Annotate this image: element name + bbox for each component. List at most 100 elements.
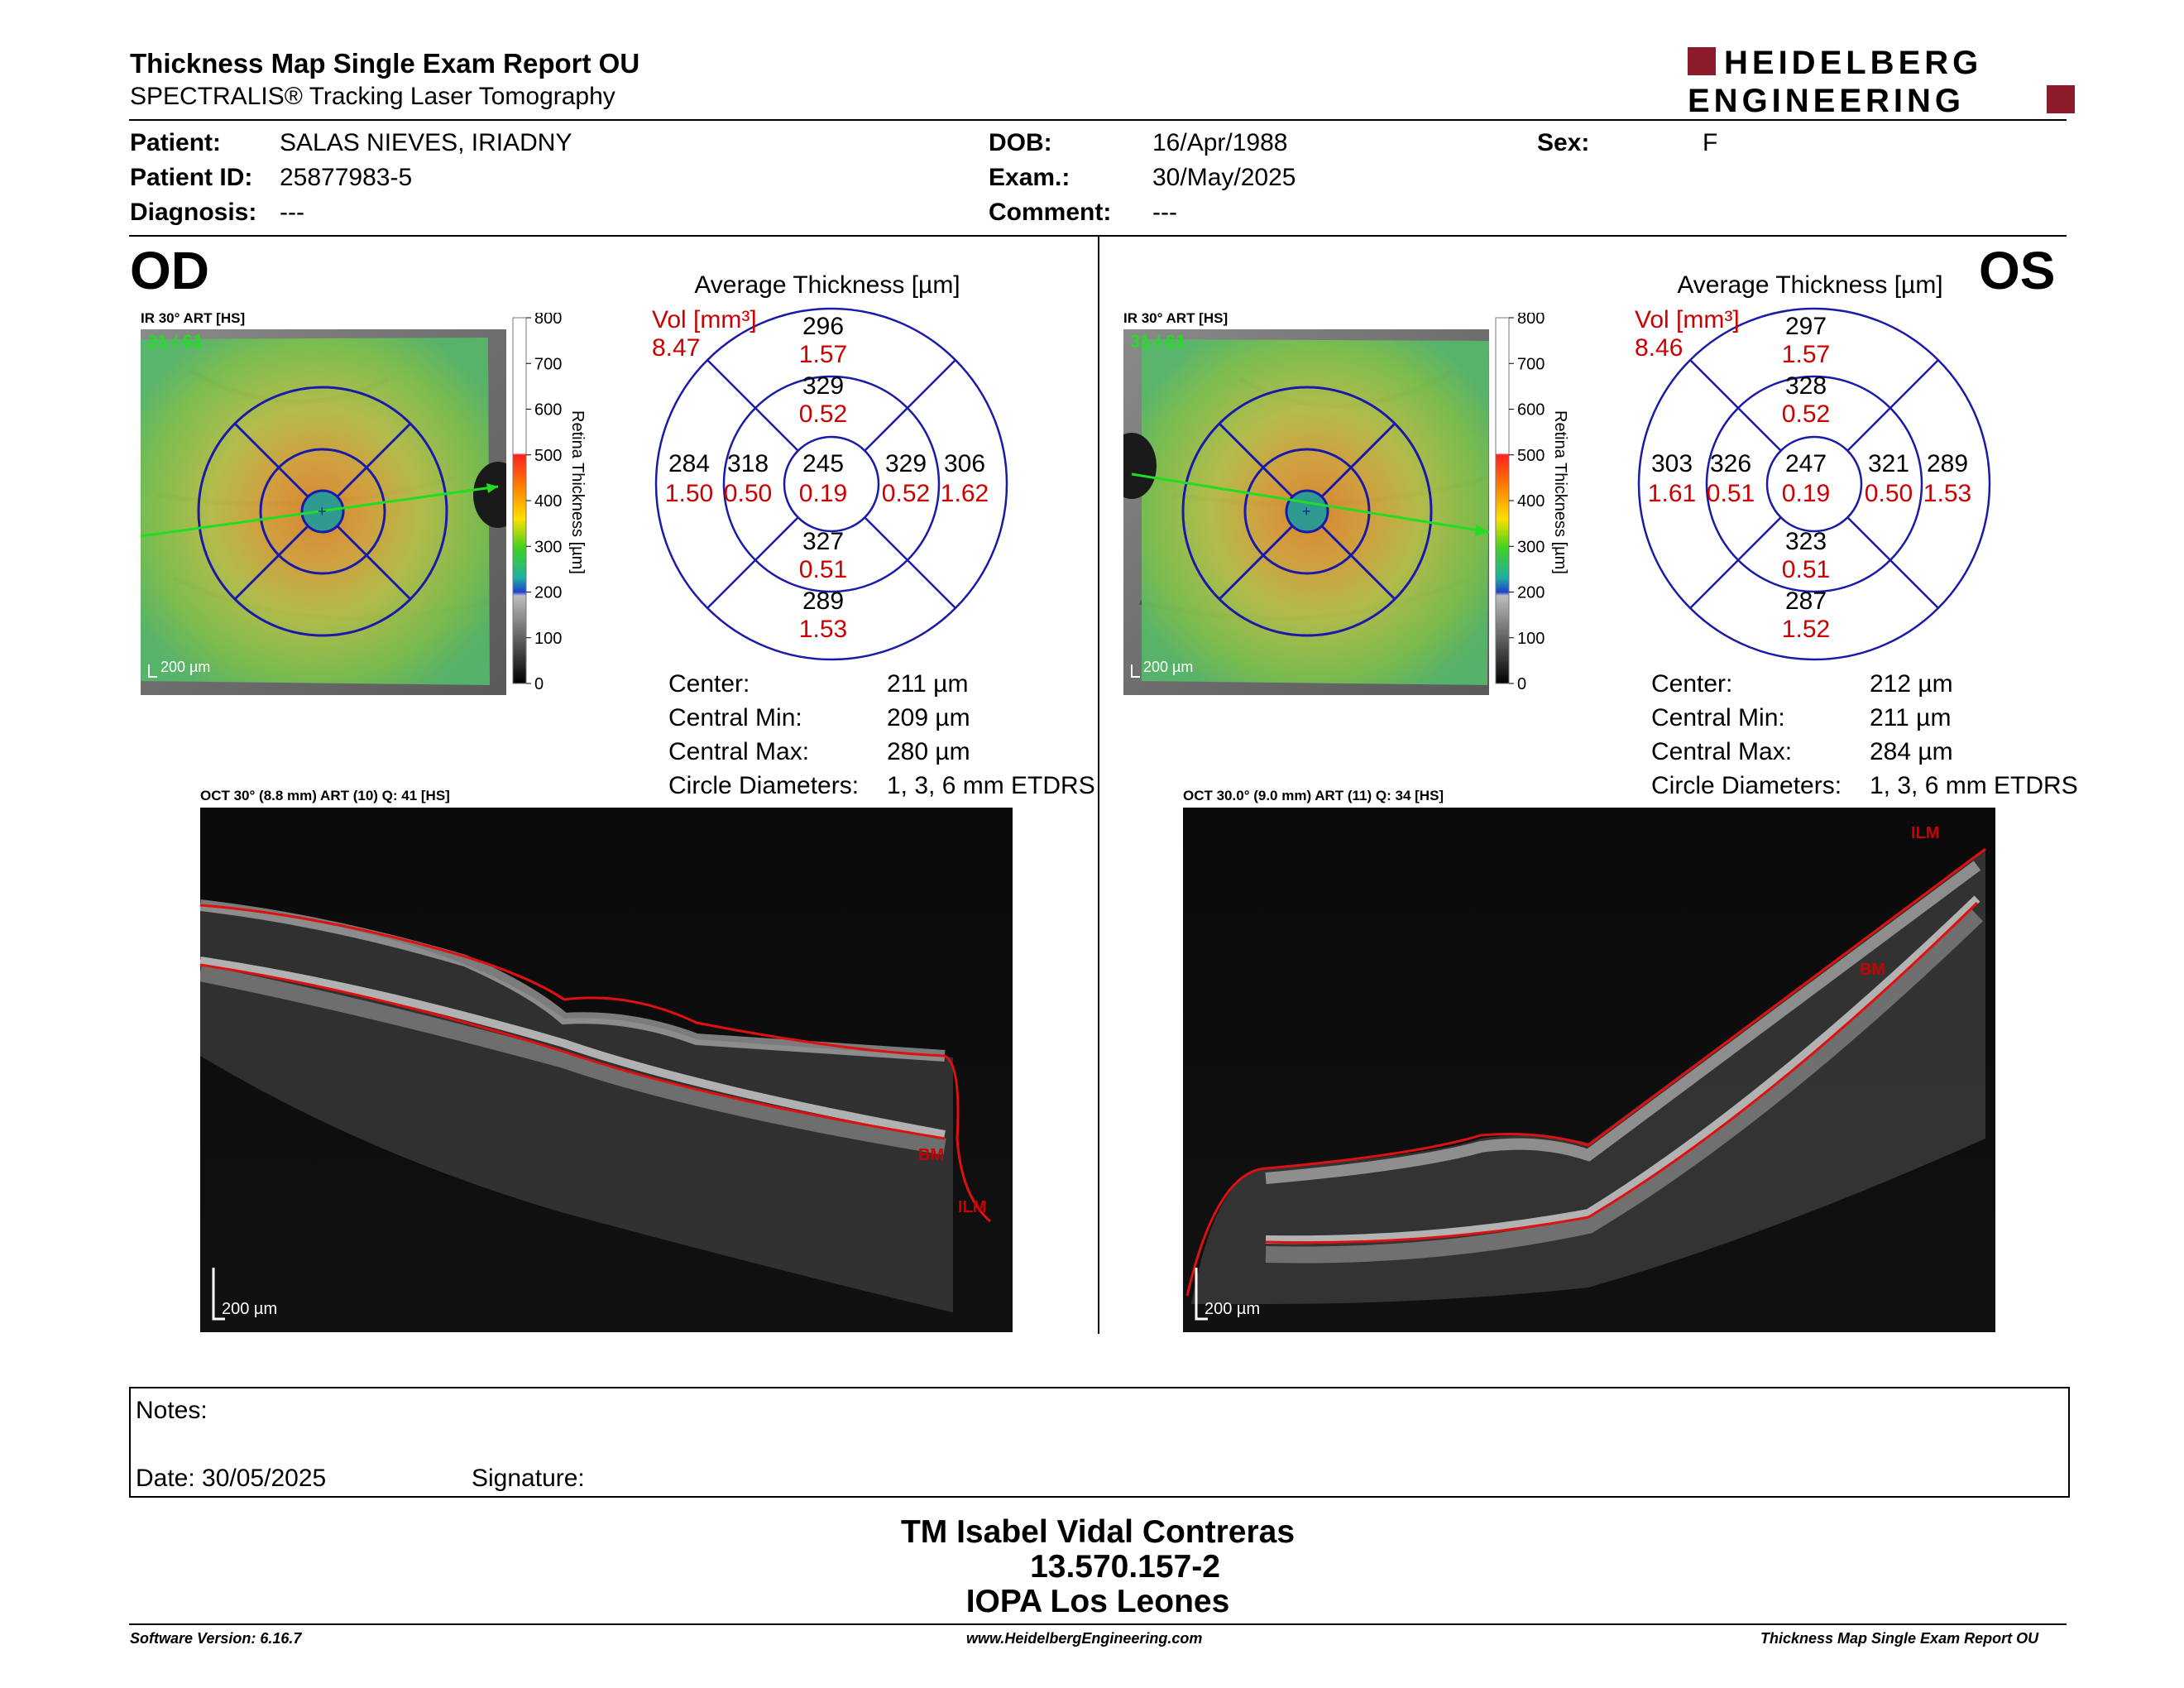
patient-id-label: Patient ID: — [130, 164, 253, 191]
os-avg-title: Average Thickness [µm] — [1677, 271, 1943, 299]
os-stat-center-value: 212 µm — [1870, 670, 1953, 698]
od-inner-left-thickness: 318 — [726, 450, 769, 477]
os-outer-right-volume: 1.53 — [1923, 480, 1972, 507]
comment-value: --- — [1152, 199, 1177, 226]
eye-divider — [1098, 237, 1099, 1334]
od-colorbar-tick-label: 400 — [534, 492, 562, 511]
os-outer-left-volume: 1.61 — [1647, 480, 1697, 507]
os-oct-ilm: ILM — [1911, 824, 1939, 842]
os-outer-sup-thickness: 297 — [1784, 313, 1827, 340]
od-outer-right-volume: 1.62 — [940, 480, 989, 507]
od-avg-title: Average Thickness [µm] — [694, 271, 960, 299]
od-colorbar-tick-label: 300 — [534, 538, 562, 556]
od-outer-left-thickness: 284 — [668, 450, 711, 477]
os-stat-diam-label: Circle Diameters: — [1651, 772, 1842, 799]
signer-org: IOPA Los Leones — [965, 1584, 1230, 1619]
os-outer-sup-volume: 1.57 — [1781, 341, 1831, 368]
od-outer-right-thickness: 306 — [943, 450, 986, 477]
patient-id: 25877983-5 — [280, 164, 413, 191]
od-inner-inf-volume: 0.51 — [798, 556, 848, 583]
os-oct-scale: 200 µm — [1205, 1300, 1260, 1318]
heidelberg-logo: HEIDELBERG ENGINEERING — [1688, 46, 2075, 117]
od-colorbar-title: Retina Thickness [µm] — [568, 410, 587, 574]
od-stat-center-label: Center: — [668, 670, 750, 698]
od-ir-title: IR 30° ART [HS] — [141, 310, 246, 326]
os-center-thickness: 247 — [1784, 450, 1827, 477]
diagnosis-value: --- — [280, 199, 304, 226]
od-stat-min-label: Central Min: — [668, 704, 802, 731]
os-oct-bm: BM — [1860, 961, 1885, 979]
svg-text:ENGINEERING: ENGINEERING — [1688, 83, 1965, 117]
od-outer-sup-volume: 1.57 — [798, 341, 848, 368]
od-oct-ilm: ILM — [958, 1198, 986, 1216]
od-inner-left-volume: 0.50 — [723, 480, 773, 507]
footer-url[interactable]: www.HeidelbergEngineering.com — [966, 1630, 1203, 1647]
os-stat-min-value: 211 µm — [1870, 704, 1952, 731]
od-stat-diam-value: 1, 3, 6 mm ETDRS — [887, 772, 1095, 799]
od-etdrs-grid — [654, 307, 1008, 661]
os-outer-left-thickness: 303 — [1650, 450, 1693, 477]
os-stat-diam-value: 1, 3, 6 mm ETDRS — [1870, 772, 2078, 799]
od-colorbar-tick-label: 600 — [534, 401, 562, 420]
notes-label: Notes: — [136, 1397, 208, 1424]
os-colorbar-tick-label: 200 — [1517, 584, 1545, 602]
od-fundus-thickness-map: + 31 / 61 200 µm — [141, 329, 506, 695]
os-ir-overlay: 31 / 61 — [1130, 331, 1185, 352]
od-stat-min-value: 209 µm — [887, 704, 970, 731]
exam-value: 30/May/2025 — [1152, 164, 1296, 191]
svg-text:+: + — [318, 503, 327, 520]
os-ir-title: IR 30° ART [HS] — [1123, 310, 1228, 326]
od-colorbar-tick-label: 200 — [534, 584, 562, 602]
os-inner-left-thickness: 326 — [1709, 450, 1752, 477]
os-etdrs-grid — [1637, 307, 1991, 661]
od-center-volume: 0.19 — [798, 480, 848, 507]
od-outer-left-volume: 1.50 — [664, 480, 714, 507]
od-stat-max-label: Central Max: — [668, 738, 810, 765]
os-colorbar-tick-label: 0 — [1517, 675, 1526, 693]
notes-box[interactable] — [129, 1387, 2070, 1498]
od-colorbar-tick-label: 800 — [534, 313, 562, 328]
od-ir-overlay: 31 / 61 — [147, 331, 203, 352]
diagnosis-label: Diagnosis: — [130, 199, 257, 226]
svg-text:HEIDELBERG: HEIDELBERG — [1724, 46, 1982, 81]
os-stat-min-label: Central Min: — [1651, 704, 1785, 731]
report-subtitle: SPECTRALIS® Tracking Laser Tomography — [130, 83, 615, 110]
os-colorbar: 800 700 600 500 400 300 200 100 0 Retina Thickne… — [1495, 313, 1569, 693]
os-inner-left-volume: 0.51 — [1706, 480, 1755, 507]
os-outer-inf-thickness: 287 — [1784, 587, 1827, 615]
od-vol-label: Vol [mm³] — [652, 306, 757, 333]
sex-value: F — [1703, 129, 1718, 156]
os-oct-title: OCT 30.0° (9.0 mm) ART (11) Q: 34 [HS] — [1183, 788, 1444, 803]
od-stat-max-value: 280 µm — [887, 738, 970, 765]
dob-label: DOB: — [989, 129, 1052, 156]
od-colorbar-tick-label: 100 — [534, 630, 562, 648]
dob-value: 16/Apr/1988 — [1152, 129, 1288, 156]
os-colorbar-title: Retina Thickness [µm] — [1551, 410, 1569, 574]
os-inner-right-volume: 0.50 — [1864, 480, 1913, 507]
od-outer-inf-thickness: 289 — [802, 587, 845, 615]
notes-signature: Signature: — [472, 1465, 585, 1492]
os-fundus-thickness-map: + 31 / 61 200 µm — [1123, 329, 1489, 695]
od-oct-bm: BM — [918, 1146, 944, 1164]
os-inner-inf-thickness: 323 — [1784, 528, 1827, 555]
od-oct-title: OCT 30° (8.8 mm) ART (10) Q: 41 [HS] — [200, 788, 450, 803]
os-inner-sup-thickness: 328 — [1784, 372, 1827, 400]
report-title: Thickness Map Single Exam Report OU — [130, 48, 640, 79]
exam-label: Exam.: — [989, 164, 1070, 191]
os-center-volume: 0.19 — [1781, 480, 1831, 507]
signer-id: 13.570.157-2 — [1030, 1549, 1220, 1585]
patient-name: SALAS NIEVES, IRIADNY — [280, 129, 572, 156]
os-colorbar-tick-label: 100 — [1517, 630, 1545, 648]
footer-software: Software Version: 6.16.7 — [130, 1630, 302, 1647]
od-outer-inf-volume: 1.53 — [798, 616, 848, 643]
os-colorbar-tick-label: 300 — [1517, 538, 1545, 556]
os-outer-inf-volume: 1.52 — [1781, 616, 1831, 643]
patient-label: Patient: — [130, 129, 222, 156]
od-oct-scale: 200 µm — [222, 1300, 277, 1318]
od-oct-scan: BM ILM 200 µm — [200, 808, 1013, 1332]
os-inner-sup-volume: 0.52 — [1781, 400, 1831, 428]
os-stat-center-label: Center: — [1651, 670, 1733, 698]
od-colorbar-tick-label: 700 — [534, 355, 562, 373]
od-vol-value: 8.47 — [652, 334, 701, 362]
os-stat-max-value: 284 µm — [1870, 738, 1953, 765]
